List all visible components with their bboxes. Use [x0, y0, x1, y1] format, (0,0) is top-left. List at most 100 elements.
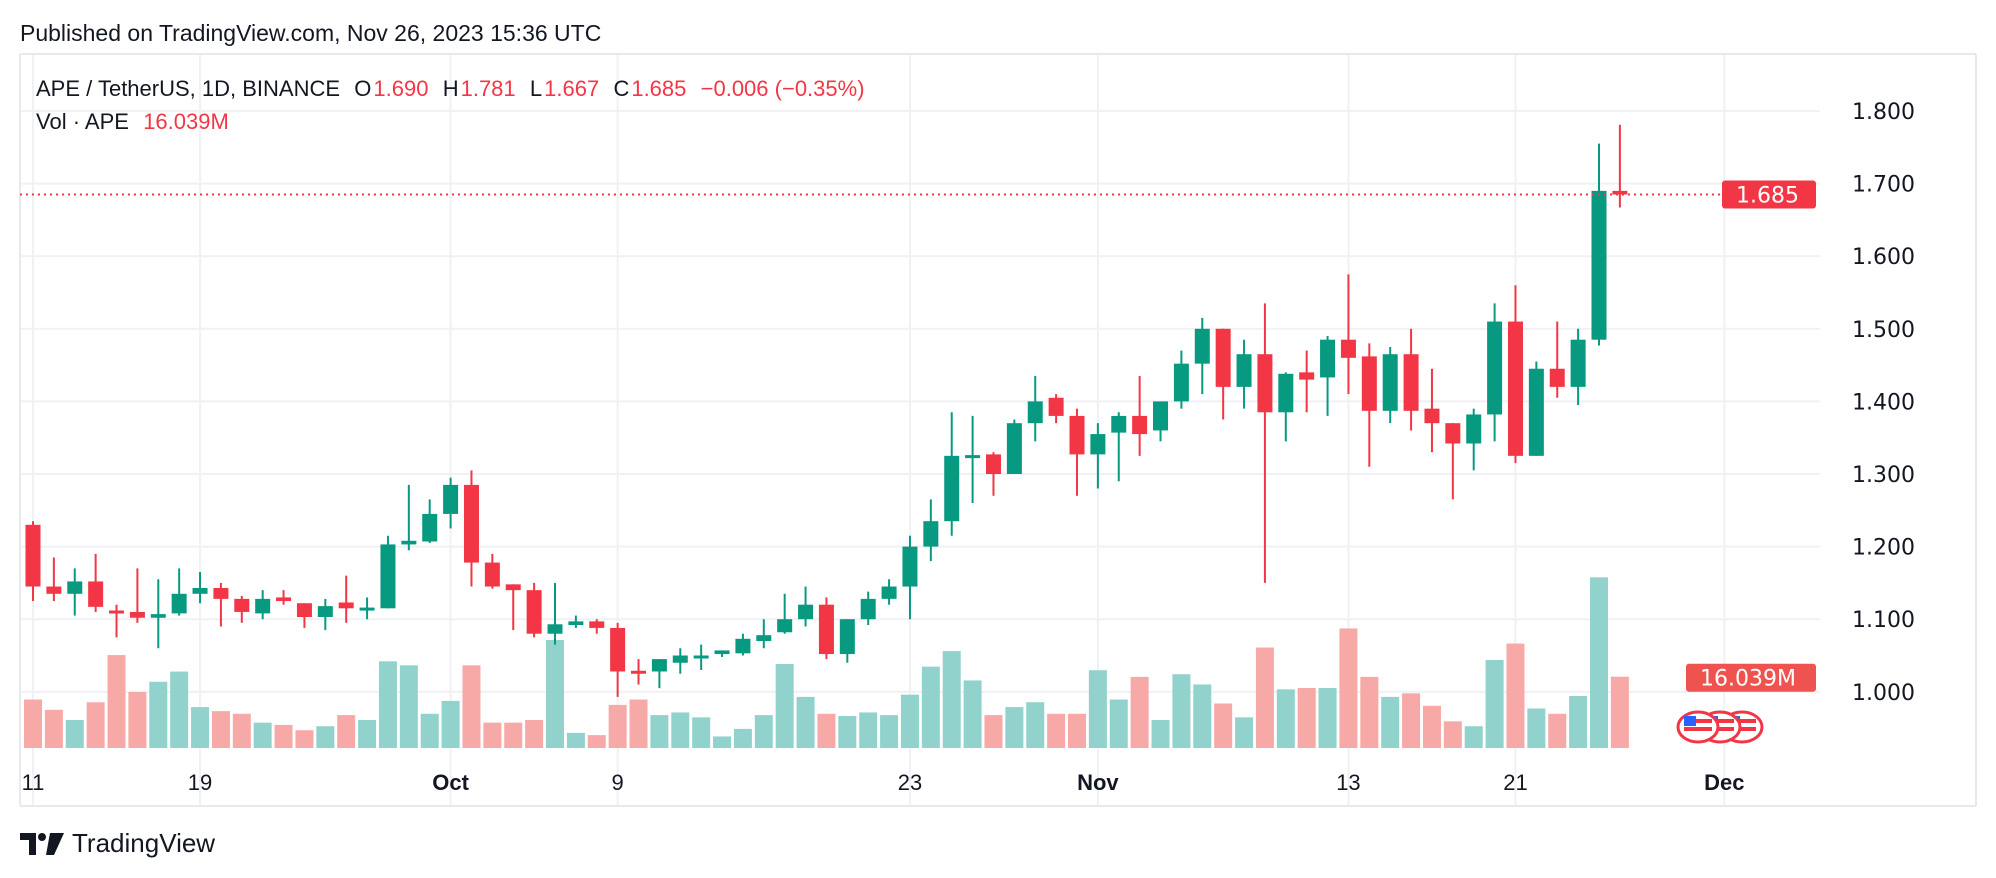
volume-bar — [149, 681, 168, 748]
volume-bar — [441, 700, 460, 748]
tradingview-logo-icon — [20, 832, 64, 855]
volume-bar — [274, 724, 293, 748]
candle — [1382, 346, 1398, 424]
candle-body — [1215, 328, 1231, 387]
high-value: 1.781 — [460, 76, 516, 101]
candle — [1278, 372, 1294, 442]
candle — [631, 659, 647, 685]
candle-body — [1257, 354, 1273, 413]
candle-body — [777, 619, 793, 633]
candle-body — [610, 627, 626, 672]
candle — [1466, 408, 1482, 471]
candle-body — [818, 604, 834, 655]
volume-bar — [1360, 676, 1379, 748]
candle-body — [1320, 339, 1336, 378]
volume-bar — [713, 736, 732, 748]
candle-body — [276, 597, 292, 602]
candle-body — [192, 587, 208, 594]
candle — [192, 572, 208, 604]
candle — [735, 633, 751, 656]
volume-bar — [1590, 577, 1608, 748]
candle-body — [296, 603, 312, 618]
symbol-label[interactable]: APE / TetherUS, 1D, BINANCE — [36, 76, 341, 101]
candle — [443, 477, 459, 529]
candle — [1340, 274, 1356, 395]
published-caption: Published on TradingView.com, Nov 26, 20… — [20, 20, 602, 46]
candle — [46, 557, 62, 602]
candle — [547, 582, 563, 645]
volume-bar — [900, 694, 919, 748]
candle — [25, 521, 41, 602]
volume-bar — [796, 696, 815, 748]
volume-bar — [128, 691, 147, 748]
volume-bar — [1464, 726, 1483, 748]
candle-body — [839, 619, 855, 655]
volume-bar — [1402, 693, 1421, 748]
candle-body — [1487, 321, 1503, 415]
volume-bar — [566, 732, 585, 748]
time-tick-label: 21 — [1503, 770, 1527, 795]
candle-body — [631, 670, 647, 674]
candle-body — [317, 606, 333, 618]
us-flag-icon — [1676, 710, 1720, 744]
candle-body — [1194, 328, 1210, 364]
candle-body — [714, 650, 730, 655]
close-value: 1.685 — [631, 76, 687, 101]
volume-bar — [1068, 713, 1086, 748]
candle — [1424, 368, 1440, 453]
candle — [1570, 328, 1586, 406]
grid — [20, 54, 1820, 806]
volume-bar — [1255, 647, 1274, 748]
volume-bar — [1130, 676, 1149, 748]
volume-bar — [1527, 708, 1546, 748]
volume-bar — [211, 711, 230, 748]
candle — [944, 412, 960, 536]
candle-body — [109, 610, 125, 614]
volume-bar — [733, 728, 752, 748]
candle-body — [547, 624, 563, 634]
volume-bar — [921, 666, 940, 748]
candle — [693, 644, 709, 671]
candle — [1194, 317, 1210, 395]
last-price-text: 1.685 — [1736, 183, 1799, 208]
candle-body — [1027, 401, 1043, 424]
candle-body — [944, 455, 960, 522]
candle — [1320, 336, 1336, 416]
volume-bar — [1339, 628, 1358, 748]
price-tick-label: 1.200 — [1852, 536, 1915, 561]
candle-body — [1612, 190, 1628, 195]
volume-bar — [671, 712, 690, 748]
candle — [463, 470, 479, 587]
volume-bar — [859, 712, 878, 748]
candle-body — [756, 635, 772, 641]
chart-frame — [19, 53, 1977, 807]
candle-body — [881, 586, 897, 599]
candle-body — [1403, 354, 1419, 411]
high-label: H — [442, 76, 459, 101]
volume-bar — [817, 713, 836, 748]
candle-body — [589, 621, 605, 628]
close-label: C — [613, 76, 630, 101]
candle — [1153, 401, 1169, 442]
price-tick-label: 1.500 — [1852, 318, 1915, 343]
ohlc-legend: APE / TetherUS, 1D, BINANCE O1.690 H1.78… — [36, 76, 867, 102]
us-flag-event-icon[interactable] — [1676, 710, 1764, 744]
volume-bar — [1422, 705, 1441, 748]
candle-body — [401, 540, 417, 545]
volume-bar — [1026, 702, 1045, 748]
price-tick-label: 1.600 — [1852, 245, 1915, 270]
candle — [276, 590, 292, 605]
candle — [171, 568, 187, 616]
volume-bars — [24, 577, 1629, 748]
candle — [255, 590, 271, 620]
candle-body — [1549, 368, 1565, 387]
volume-label[interactable]: Vol · APE — [36, 109, 129, 134]
candle-body — [150, 614, 166, 618]
tradingview-logo[interactable]: TradingView — [20, 828, 215, 859]
last-volume-label: 16.039M — [1686, 663, 1816, 692]
candle-body — [1591, 190, 1607, 340]
candle — [234, 595, 250, 623]
volume-bar — [399, 665, 418, 748]
time-tick-label: 9 — [612, 770, 624, 795]
